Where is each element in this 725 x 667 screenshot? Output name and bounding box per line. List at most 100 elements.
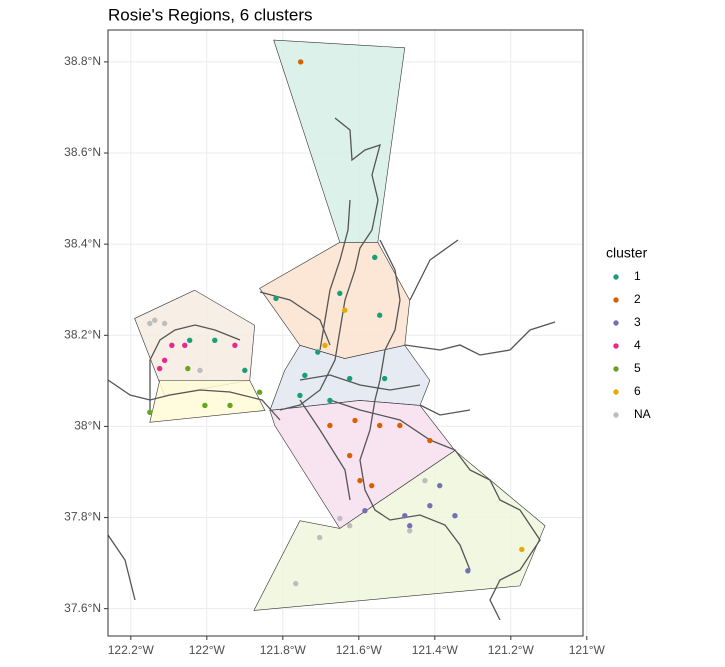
legend-label: 6 bbox=[634, 384, 641, 398]
point bbox=[202, 402, 208, 409]
point bbox=[357, 477, 363, 484]
point bbox=[346, 375, 353, 382]
point bbox=[169, 342, 175, 349]
river bbox=[404, 321, 556, 356]
x-tick-label: 121°W bbox=[569, 643, 606, 657]
legend-swatch bbox=[613, 343, 619, 349]
x-tick-label: 122.2°W bbox=[108, 643, 155, 657]
point bbox=[182, 342, 188, 349]
point bbox=[362, 507, 368, 514]
x-tick-label: 121.4°W bbox=[412, 643, 459, 657]
region bbox=[149, 380, 266, 423]
point bbox=[187, 337, 193, 343]
point bbox=[147, 409, 153, 415]
y-tick-label: 38°N bbox=[74, 419, 101, 433]
point bbox=[465, 568, 471, 574]
legend: cluster 1 2 3 4 5 6 NA bbox=[606, 245, 651, 421]
x-tick-label: 121.6°W bbox=[336, 643, 383, 657]
point bbox=[297, 392, 303, 399]
x-tick-label: 121.8°W bbox=[260, 643, 307, 657]
y-tick-label: 38.8°N bbox=[64, 54, 101, 68]
point bbox=[302, 372, 308, 379]
legend-label: 2 bbox=[634, 292, 641, 306]
point bbox=[197, 367, 203, 374]
legend-label: 3 bbox=[634, 315, 641, 329]
y-tick-label: 38.2°N bbox=[64, 327, 101, 341]
point bbox=[352, 417, 358, 424]
point bbox=[427, 437, 433, 444]
regions bbox=[134, 39, 546, 611]
points bbox=[147, 59, 525, 587]
legend-title: cluster bbox=[606, 245, 648, 261]
legend-label: NA bbox=[634, 407, 651, 421]
point bbox=[185, 365, 191, 372]
point bbox=[212, 337, 218, 343]
point bbox=[297, 59, 304, 65]
point bbox=[337, 290, 343, 297]
point bbox=[147, 320, 153, 327]
legend-swatch bbox=[613, 412, 619, 418]
chart-title: Rosie's Regions, 6 clusters bbox=[108, 5, 313, 24]
point bbox=[152, 317, 158, 323]
point bbox=[327, 397, 333, 404]
y-tick-label: 37.8°N bbox=[64, 510, 101, 524]
point bbox=[427, 502, 433, 509]
point bbox=[242, 367, 248, 374]
point bbox=[402, 513, 408, 519]
point bbox=[161, 357, 168, 364]
river bbox=[329, 399, 541, 621]
point bbox=[315, 349, 321, 355]
point bbox=[346, 452, 353, 459]
point bbox=[232, 342, 238, 349]
point bbox=[369, 482, 375, 489]
point bbox=[381, 375, 388, 382]
point bbox=[227, 402, 233, 409]
river bbox=[149, 324, 241, 410]
river bbox=[419, 404, 471, 416]
y-tick-label: 38.6°N bbox=[64, 145, 101, 159]
point bbox=[407, 528, 413, 534]
legend-label: 4 bbox=[634, 338, 641, 352]
point bbox=[372, 254, 378, 261]
point bbox=[161, 320, 168, 327]
legend-swatch bbox=[613, 320, 619, 326]
point bbox=[322, 342, 328, 349]
point bbox=[519, 546, 525, 553]
river bbox=[299, 399, 351, 501]
river bbox=[319, 199, 351, 351]
point bbox=[342, 307, 348, 313]
region bbox=[253, 450, 546, 611]
point bbox=[422, 477, 428, 484]
point bbox=[337, 515, 343, 522]
point bbox=[327, 422, 333, 429]
x-tick-label: 122°W bbox=[189, 643, 226, 657]
point bbox=[407, 523, 413, 529]
point bbox=[452, 513, 458, 519]
panel-border bbox=[107, 29, 584, 637]
point bbox=[437, 482, 443, 489]
river bbox=[409, 239, 459, 301]
point bbox=[293, 580, 299, 587]
point bbox=[377, 422, 383, 429]
legend-swatch bbox=[613, 389, 619, 395]
legend-label: 1 bbox=[634, 269, 641, 283]
point bbox=[316, 534, 323, 541]
legend-swatch bbox=[613, 297, 619, 303]
point bbox=[156, 365, 163, 372]
x-tick-label: 121.2°W bbox=[488, 643, 535, 657]
rivers bbox=[107, 117, 556, 621]
y-tick-label: 38.4°N bbox=[64, 236, 101, 250]
point bbox=[397, 422, 403, 429]
river bbox=[107, 534, 136, 601]
point bbox=[346, 523, 353, 529]
point bbox=[377, 312, 383, 318]
y-tick-label: 37.6°N bbox=[64, 601, 101, 615]
river bbox=[299, 374, 421, 391]
river bbox=[359, 239, 471, 571]
point bbox=[273, 295, 279, 302]
legend-swatch bbox=[613, 274, 619, 280]
axes: 122.2°W 122°W 121.8°W 121.6°W 121.4°W 121.2°W… bbox=[64, 29, 606, 657]
river bbox=[107, 379, 281, 421]
legend-label: 5 bbox=[634, 361, 641, 375]
